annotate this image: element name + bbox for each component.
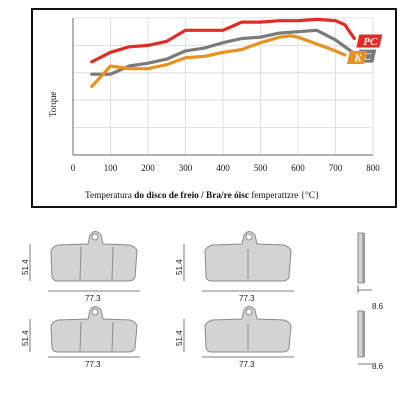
pad-hole xyxy=(245,308,253,316)
width-dimension: 77.3 xyxy=(85,294,101,303)
pad-side-body xyxy=(357,232,364,284)
series-line-c xyxy=(90,28,356,76)
pad-drawing-top-right: 51.4 77.3 xyxy=(175,231,294,303)
chart-axes: 0 100 200 300 400 500 600 700 800 xyxy=(71,18,380,173)
series-label-text: PC xyxy=(363,36,378,48)
x-tick-label: 600 xyxy=(291,163,305,173)
x-tick-label: 200 xyxy=(141,163,155,173)
width-dimension: 77.3 xyxy=(239,294,255,303)
chart-labels: PC CK xyxy=(346,34,383,65)
width-dimension: 77.3 xyxy=(85,360,101,369)
pad-backplate xyxy=(363,233,365,283)
series-label-text: K xyxy=(353,53,362,65)
chart-svg: 0 100 200 300 400 500 600 700 800 PC CK Torque Te… xyxy=(48,17,383,201)
chart-series xyxy=(90,17,356,89)
pad-drawing-top-left: 51.4 77.3 xyxy=(21,231,140,303)
pad-side-view-bottom: 8.6 xyxy=(357,310,384,371)
pad-hole xyxy=(245,233,253,241)
chart-grid xyxy=(73,17,374,155)
pad-side-view-top: 8.6 xyxy=(357,232,384,311)
x-tick-label: 500 xyxy=(254,163,268,173)
pad-drawing-bottom-right: 51.4 77.3 xyxy=(175,306,294,369)
x-tick-label: 800 xyxy=(366,163,380,173)
brake-pad-drawings: 51.4 77.3 51.4 77.3 51.4 77.3 51.4 77.3 xyxy=(21,231,384,371)
y-axis-label: Torque xyxy=(48,92,58,117)
series-label-text: C xyxy=(364,51,372,63)
chart-frame: 0 100 200 300 400 500 600 700 800 PC C K Torque Te… xyxy=(31,8,397,208)
series-line-pc xyxy=(90,17,356,64)
pad-outline xyxy=(50,306,138,353)
height-dimension: 51.4 xyxy=(21,259,30,275)
pad-groove xyxy=(111,246,114,281)
thickness-dimension: 8.6 xyxy=(372,362,384,371)
x-tick-label: 400 xyxy=(216,163,230,173)
x-axis-label: Temperatura do disco de freio / Bra/re ó… xyxy=(85,190,319,201)
width-dimension: 77.3 xyxy=(239,360,255,369)
pad-backplate xyxy=(363,311,365,357)
pad-hole xyxy=(91,233,99,241)
pad-hole xyxy=(91,308,99,316)
pad-groove xyxy=(79,321,82,352)
height-dimension: 51.4 xyxy=(175,259,184,275)
series-label-k: K xyxy=(346,51,367,65)
pad-side-body xyxy=(357,310,364,358)
x-tick-label: 0 xyxy=(71,163,76,173)
x-tick-label: 300 xyxy=(179,163,193,173)
series-line-k xyxy=(90,34,347,89)
height-dimension: 51.4 xyxy=(21,330,30,346)
thickness-dimension: 8.6 xyxy=(372,302,384,311)
x-tick-label: 100 xyxy=(104,163,118,173)
height-dimension: 51.4 xyxy=(175,330,184,346)
x-tick-label: 700 xyxy=(329,163,343,173)
series-label-tag xyxy=(356,34,383,48)
pad-groove xyxy=(111,321,114,352)
series-label-pc: PC xyxy=(356,34,383,48)
pad-drawing-bottom-left: 51.4 77.3 xyxy=(21,306,140,369)
pad-groove xyxy=(79,246,82,281)
series-label-tag xyxy=(346,51,367,64)
pad-outline xyxy=(50,231,138,282)
